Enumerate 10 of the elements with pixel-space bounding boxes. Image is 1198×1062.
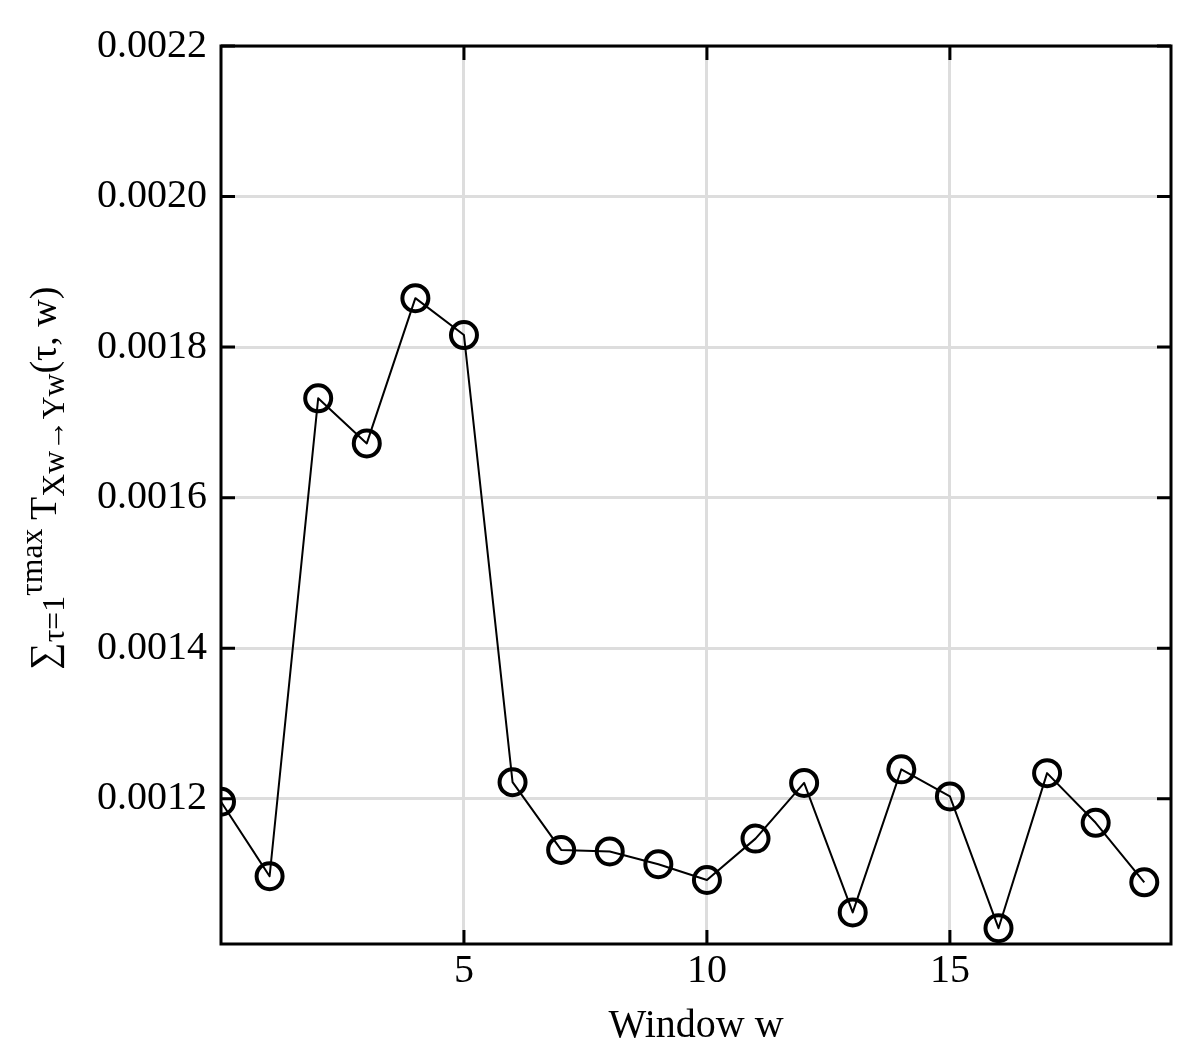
y-tick-label: 0.0022 [97, 20, 207, 66]
x-tick-label: 5 [453, 945, 474, 991]
x-tick-label: 10 [686, 945, 727, 991]
y-tick-label: 0.0014 [97, 622, 207, 668]
y-tick-label: 0.0012 [97, 773, 207, 819]
y-tick-label: 0.0020 [97, 171, 207, 217]
x-tick-label: 15 [929, 945, 970, 991]
y-tick-label: 0.0018 [97, 321, 207, 367]
x-axis-title: Window w [608, 1000, 784, 1046]
y-tick-label: 0.0016 [97, 472, 207, 518]
